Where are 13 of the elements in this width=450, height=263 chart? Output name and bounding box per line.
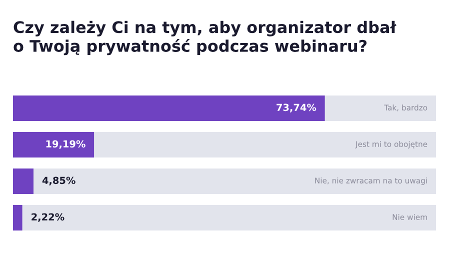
data-label: 2,22% bbox=[32, 213, 64, 222]
chart-title: Czy zależy Ci na tym, aby organizator dbał o Twoją prywatność podczas webinaru? bbox=[14, 20, 397, 56]
data-label: 73,74% bbox=[276, 104, 316, 112]
data-label: 4,85% bbox=[42, 176, 76, 186]
bar bbox=[34, 168, 436, 194]
bar bbox=[324, 95, 436, 122]
bar bbox=[94, 132, 436, 158]
bar bbox=[13, 168, 34, 194]
data-label: 19,19% bbox=[46, 140, 86, 149]
bar bbox=[22, 204, 436, 231]
bar bbox=[13, 204, 22, 231]
bar bbox=[13, 132, 94, 158]
bar bbox=[13, 95, 325, 122]
